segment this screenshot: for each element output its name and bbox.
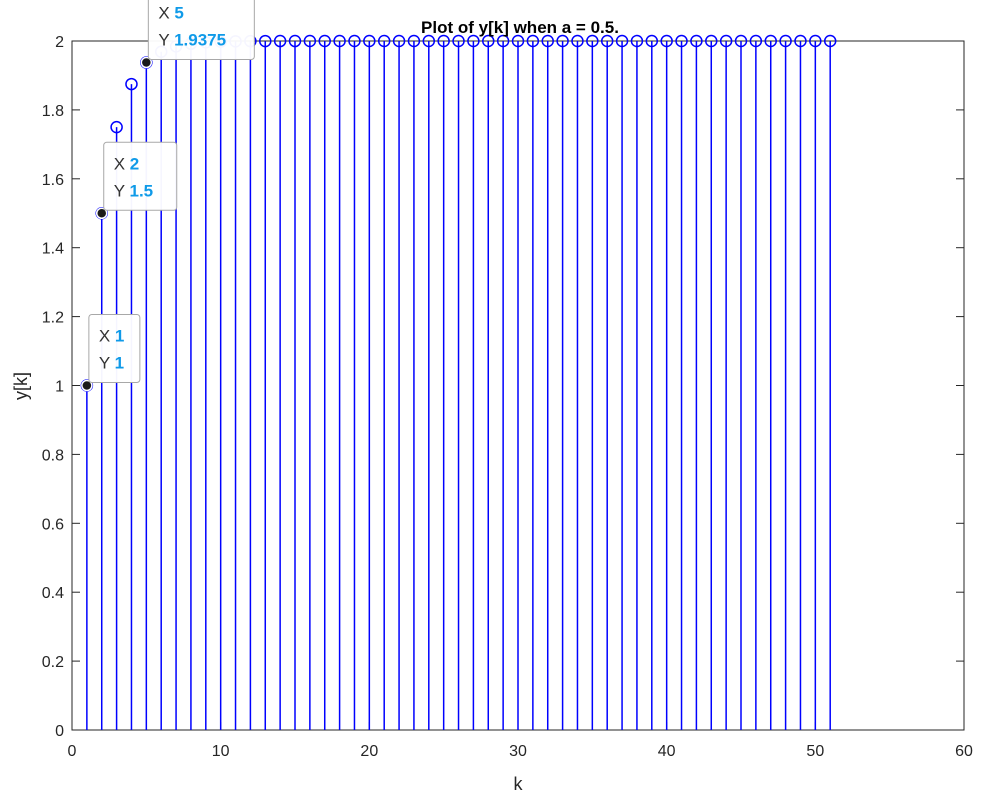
datatip-box bbox=[147, 0, 255, 61]
datatip-box bbox=[103, 141, 178, 211]
stem-marker bbox=[556, 34, 569, 48]
stem-marker bbox=[600, 34, 614, 48]
stem-marker bbox=[571, 34, 584, 48]
datatip-y-row: Y 1.9375 bbox=[158, 31, 226, 50]
datatip-box bbox=[88, 314, 141, 383]
stem-marker bbox=[749, 34, 763, 48]
y-tick-label: 0.2 bbox=[42, 654, 64, 671]
stem-marker bbox=[125, 77, 138, 91]
stem-marker bbox=[779, 34, 792, 48]
stem-marker bbox=[511, 34, 525, 48]
x-axis-label: k bbox=[514, 774, 524, 794]
stem-marker bbox=[482, 34, 495, 48]
datatips: X 1Y 1X 2Y 1.5X 5Y 1.9375 bbox=[81, 0, 255, 392]
stem-marker bbox=[407, 34, 421, 48]
datatip[interactable]: X 5 Y 1.9375 bbox=[147, 0, 255, 61]
stems bbox=[80, 34, 837, 730]
stem-marker bbox=[110, 120, 123, 134]
y-tick-label: 0 bbox=[55, 723, 64, 740]
y-tick-label: 1.6 bbox=[42, 172, 64, 189]
stem-marker bbox=[259, 34, 272, 48]
stem-marker bbox=[615, 34, 629, 48]
x-tick-label: 10 bbox=[212, 743, 230, 760]
stem-marker bbox=[794, 34, 807, 48]
datatip-y-row: Y 1.5 bbox=[114, 181, 153, 200]
x-tick-label: 60 bbox=[955, 743, 973, 760]
stem-marker bbox=[586, 34, 599, 48]
x-tick-label: 50 bbox=[806, 743, 824, 760]
stem-marker bbox=[541, 34, 554, 48]
stem-marker bbox=[303, 34, 317, 48]
stem-marker bbox=[690, 34, 703, 48]
stem-marker bbox=[645, 34, 659, 48]
stem-marker bbox=[288, 34, 302, 48]
stem-marker bbox=[273, 34, 287, 48]
stem-marker bbox=[660, 34, 673, 48]
chart-title: Plot of y[k] when a = 0.5. bbox=[421, 18, 619, 37]
stem-marker bbox=[318, 34, 331, 48]
y-tick-label: 0.8 bbox=[42, 447, 64, 464]
stem-marker bbox=[734, 34, 748, 48]
y-tick-label: 0.6 bbox=[42, 516, 64, 533]
datatip[interactable]: X 2 Y 1.5 bbox=[103, 141, 178, 211]
datatip-x-row: X 2 bbox=[114, 154, 140, 173]
stem-marker bbox=[705, 34, 718, 48]
x-tick-label: 40 bbox=[658, 743, 676, 760]
datatip-point bbox=[95, 207, 108, 219]
datatip-point bbox=[140, 56, 153, 69]
stem-marker bbox=[764, 34, 777, 48]
stem-marker bbox=[467, 34, 480, 48]
datatip-y-row: Y 1 bbox=[99, 354, 124, 373]
stem-marker bbox=[422, 34, 436, 48]
stem-marker bbox=[363, 34, 376, 48]
y-tick-label: 1.8 bbox=[42, 103, 64, 120]
x-tick-label: 0 bbox=[68, 743, 77, 760]
stem-marker bbox=[809, 34, 822, 48]
stem-marker bbox=[496, 34, 510, 48]
y-tick-label: 1.2 bbox=[42, 310, 64, 327]
y-axis-label: y[k] bbox=[11, 372, 31, 400]
y-tick-label: 1.4 bbox=[42, 241, 64, 258]
y-tick-label: 0.4 bbox=[42, 585, 64, 602]
datatip-point bbox=[81, 379, 93, 392]
stem-marker bbox=[719, 34, 733, 48]
stem-marker bbox=[452, 34, 465, 48]
tick-labels: 0 10 20 30 40 50 60 0 0.2 0.4 0.6 0.8 1 1.2 1.4 1.6 1.8 2 bbox=[42, 34, 973, 760]
x-tick-label: 20 bbox=[360, 743, 378, 760]
x-tick-label: 30 bbox=[509, 743, 527, 760]
datatip-x-row: X 5 bbox=[158, 4, 184, 23]
stem-marker bbox=[437, 34, 450, 48]
datatip[interactable]: X 1Y 1 bbox=[88, 314, 141, 383]
stem-marker bbox=[333, 34, 346, 48]
stem-marker bbox=[526, 34, 540, 48]
stem-marker bbox=[823, 34, 837, 48]
stem-marker bbox=[392, 34, 406, 48]
stem-marker bbox=[630, 34, 644, 48]
stem-marker bbox=[348, 34, 361, 48]
y-tick-label: 1 bbox=[55, 379, 64, 396]
datatip-x-row: X 1 bbox=[99, 327, 125, 346]
stem-marker bbox=[377, 34, 391, 48]
stem-marker bbox=[675, 34, 688, 48]
y-tick-label: 2 bbox=[55, 34, 64, 51]
